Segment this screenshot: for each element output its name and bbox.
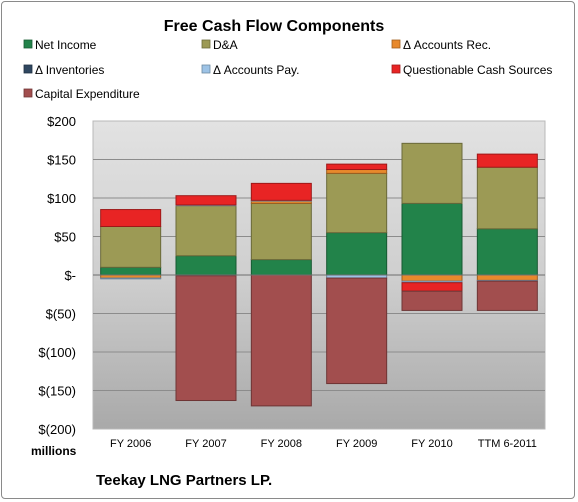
x-tick-label: TTM 6-2011 (478, 438, 537, 450)
bar-segment (175, 195, 237, 206)
bar-segment (250, 274, 312, 407)
x-tick-label: FY 2009 (336, 438, 377, 450)
bar-segment (401, 202, 463, 276)
bar-segment (401, 290, 463, 311)
bar-segment (401, 274, 463, 282)
y-tick-label: $(150) (38, 384, 76, 399)
x-axis: FY 2006 FY 2007 FY 2008 FY 2009 FY 2010 TTM 6… (93, 274, 545, 450)
legend-swatch (23, 88, 33, 98)
y-tick-label: $100 (47, 191, 76, 206)
legend-swatch (391, 39, 401, 49)
legend-label: Δ Inventories (35, 63, 104, 77)
bar-segment (476, 274, 538, 281)
bar-segment (175, 205, 237, 257)
bar-segment (175, 275, 237, 402)
legend-swatch (23, 39, 33, 49)
bar-segment (175, 255, 237, 276)
bar-segment (100, 277, 162, 280)
bar-segment (326, 163, 388, 171)
bar-segment (250, 182, 312, 201)
y-tick-label: $150 (47, 153, 76, 168)
legend-swatch (23, 64, 33, 74)
bar-segment (476, 228, 538, 276)
y-tick-label: $200 (47, 114, 76, 129)
bar-segment (401, 282, 463, 292)
y-tick-label: $(50) (46, 307, 76, 322)
y-axis: $200 $150 $100 $50 $- $(50) $(100) $(150) $(200) (38, 114, 76, 437)
legend-label: Questionable Cash Sources (403, 63, 552, 77)
bar-segment (326, 169, 388, 174)
legend-swatch (201, 64, 211, 74)
legend-label: D&A (213, 38, 238, 52)
bar-segment (401, 142, 463, 204)
bar-segment (100, 209, 162, 227)
bars (100, 142, 538, 407)
bar-segment (326, 172, 388, 234)
bar-segment (100, 266, 162, 276)
y-tick-label: $(200) (38, 422, 76, 437)
bar-segment (326, 232, 388, 276)
legend-swatch (201, 39, 211, 49)
legend-label: Δ Accounts Rec. (403, 38, 491, 52)
bar-segment (250, 202, 312, 261)
bar-segment (100, 225, 162, 268)
x-tick-label: FY 2007 (185, 438, 226, 450)
legend-label: Δ Accounts Pay. (213, 63, 300, 77)
y-tick-label: $- (64, 268, 76, 283)
bar-segment (326, 277, 388, 385)
legend: Net Income D&A Δ Accounts Rec. Δ Inventorie… (23, 38, 552, 101)
bar-segment (476, 166, 538, 230)
company-name: Teekay LNG Partners LP. (96, 472, 272, 489)
bar-segment (476, 153, 538, 168)
x-tick-label: FY 2006 (110, 438, 151, 450)
y-tick-label: $50 (54, 230, 76, 245)
bar-segment (250, 259, 312, 276)
x-tick-label: FY 2010 (411, 438, 452, 450)
bar-segment (476, 280, 538, 311)
legend-label: Capital Expenditure (35, 87, 140, 101)
x-tick-label: FY 2008 (261, 438, 302, 450)
legend-label: Net Income (35, 38, 97, 52)
y-unit-label: millions (31, 444, 77, 458)
chart-title: Free Cash Flow Components (164, 18, 385, 35)
legend-swatch (391, 64, 401, 74)
y-tick-label: $(100) (38, 345, 76, 360)
